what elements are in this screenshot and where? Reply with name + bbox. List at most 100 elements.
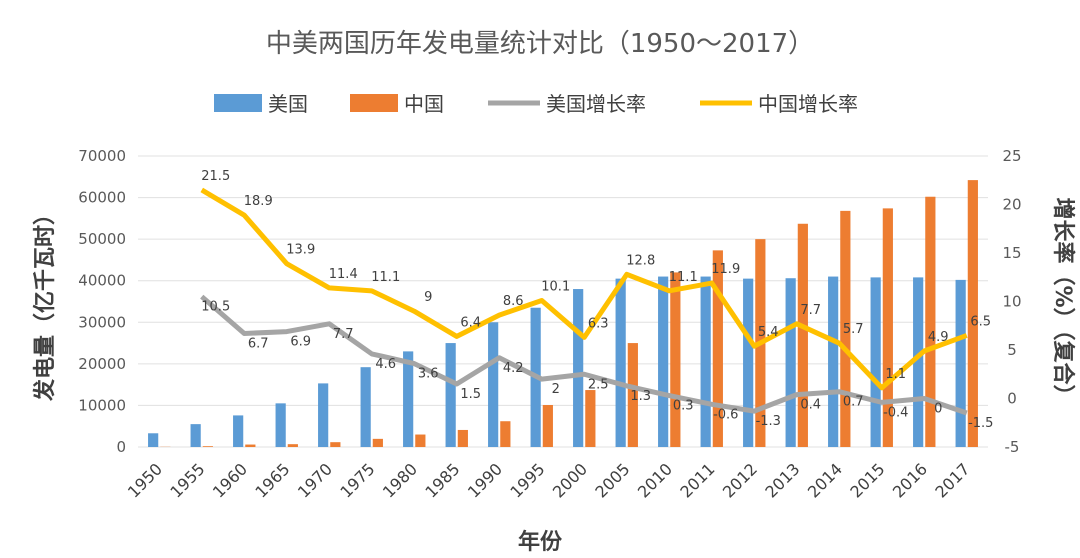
data-label-cn-growth: 18.9 bbox=[244, 194, 273, 209]
data-label-cn-growth: 10.1 bbox=[541, 280, 570, 295]
data-label-cn-growth: 21.5 bbox=[201, 169, 230, 184]
x-tick-label: 1980 bbox=[379, 459, 421, 501]
data-labels: 10.5 6.7 6.9 7.7 4.6 3.6 1.5 4.2 2 2.5 1.3 0.3 -0.6 -… bbox=[201, 169, 993, 431]
y-tick-label: 30000 bbox=[78, 313, 126, 331]
data-label-us-growth: 0.3 bbox=[673, 399, 694, 414]
x-tick-label: 1975 bbox=[336, 459, 378, 501]
bar-cn bbox=[670, 272, 681, 447]
data-label-cn-growth: 6.4 bbox=[460, 315, 481, 330]
bar-cn bbox=[457, 429, 468, 447]
x-tick-label: 1985 bbox=[421, 459, 463, 501]
bar-cn bbox=[585, 390, 596, 447]
bar-cn bbox=[840, 210, 851, 447]
data-label-cn-growth: 11.4 bbox=[329, 267, 358, 282]
bar-us bbox=[318, 383, 329, 447]
y-tick-label: 50000 bbox=[78, 230, 126, 248]
legend-swatch-us bbox=[214, 94, 262, 112]
data-label-us-growth: 6.9 bbox=[290, 335, 311, 350]
data-label-cn-growth: 11.1 bbox=[371, 270, 400, 285]
x-tick-label: 2017 bbox=[931, 459, 973, 501]
bar-cn bbox=[202, 446, 213, 447]
data-label-us-growth: 4.2 bbox=[503, 361, 524, 376]
data-label-cn-growth: 7.7 bbox=[800, 303, 821, 318]
bar-cn bbox=[372, 438, 383, 447]
y-tick-label: 60000 bbox=[78, 189, 126, 207]
bar-us bbox=[573, 289, 584, 447]
y-axis-ticks: 0 10000 20000 30000 40000 50000 60000 70000 bbox=[78, 147, 126, 456]
bar-cn bbox=[627, 343, 638, 447]
bar-us bbox=[488, 322, 499, 447]
bar-us bbox=[233, 415, 244, 447]
data-label-cn-growth: 4.9 bbox=[928, 330, 949, 345]
y2-tick-label: -5 bbox=[1005, 438, 1020, 456]
data-label-us-growth: -1.5 bbox=[968, 416, 993, 431]
bar-cn bbox=[712, 250, 723, 447]
x-tick-label: 2015 bbox=[846, 459, 888, 501]
bar-us bbox=[658, 276, 669, 447]
data-label-cn-growth: 6.3 bbox=[588, 316, 609, 331]
x-tick-label: 1950 bbox=[124, 459, 166, 501]
x-tick-label: 2012 bbox=[719, 459, 761, 501]
y-tick-label: 70000 bbox=[78, 147, 126, 165]
bar-cn bbox=[967, 180, 978, 447]
y-axis-label: 发电量（亿千瓦时） bbox=[32, 203, 58, 402]
bar-us bbox=[445, 343, 456, 447]
legend: 美国 中国 美国增长率 中国增长率 bbox=[214, 92, 858, 116]
legend-swatch-cn bbox=[350, 94, 398, 112]
data-label-us-growth: 2 bbox=[552, 382, 560, 397]
x-tick-label: 1995 bbox=[506, 459, 548, 501]
bar-us bbox=[743, 278, 754, 447]
bar-cn bbox=[925, 196, 936, 447]
y-tick-label: 10000 bbox=[78, 396, 126, 414]
bar-us bbox=[828, 276, 839, 447]
bar-us bbox=[275, 403, 286, 447]
bar-cn bbox=[882, 208, 893, 447]
bar-us bbox=[615, 278, 626, 447]
y2-axis-ticks: -5 0 5 10 15 20 25 bbox=[1002, 147, 1021, 456]
bar-us bbox=[190, 424, 201, 447]
data-label-us-growth: 1.3 bbox=[630, 389, 651, 404]
legend-label-cn-growth: 中国增长率 bbox=[758, 92, 858, 116]
y2-tick-label: 15 bbox=[1002, 244, 1021, 262]
bar-cn bbox=[287, 444, 298, 447]
legend-label-us-growth: 美国增长率 bbox=[546, 92, 646, 116]
x-tick-label: 2000 bbox=[549, 459, 591, 501]
line-cn-growth bbox=[200, 187, 968, 391]
data-label-cn-growth: 13.9 bbox=[286, 243, 315, 258]
x-tick-label: 2014 bbox=[804, 459, 846, 501]
x-axis-ticks: 1950 1955 1960 1965 1970 1975 1980 1985 1990 1995… bbox=[124, 459, 974, 501]
bar-us bbox=[870, 277, 881, 447]
bar-us bbox=[403, 351, 414, 447]
data-label-us-growth: 0 bbox=[934, 402, 942, 417]
data-label-us-growth: 6.7 bbox=[248, 337, 269, 352]
y2-tick-label: 25 bbox=[1002, 147, 1021, 165]
x-tick-label: 1970 bbox=[294, 459, 336, 501]
data-label-us-growth: -1.3 bbox=[756, 414, 781, 429]
bar-us bbox=[955, 279, 966, 447]
data-label-cn-growth: 9 bbox=[424, 290, 432, 305]
data-label-us-growth: 3.6 bbox=[418, 367, 439, 382]
bar-cn bbox=[245, 444, 256, 447]
y2-tick-label: 10 bbox=[1002, 293, 1021, 311]
bar-cn bbox=[500, 421, 511, 447]
x-tick-label: 2010 bbox=[634, 459, 676, 501]
data-label-us-growth: -0.4 bbox=[883, 405, 908, 420]
x-tick-label: 2005 bbox=[591, 459, 633, 501]
x-tick-label: 2011 bbox=[676, 459, 718, 501]
x-tick-label: 1965 bbox=[251, 459, 293, 501]
bar-us bbox=[913, 277, 924, 447]
data-label-cn-growth: 1.1 bbox=[885, 367, 906, 382]
growth-lines bbox=[200, 187, 968, 416]
data-label-cn-growth: 5.7 bbox=[843, 322, 864, 337]
bars bbox=[148, 180, 978, 447]
legend-label-us: 美国 bbox=[268, 92, 308, 116]
x-tick-label: 1990 bbox=[464, 459, 506, 501]
bar-us bbox=[360, 367, 371, 447]
data-label-us-growth: 2.5 bbox=[588, 377, 609, 392]
y-tick-label: 40000 bbox=[78, 272, 126, 290]
data-label-cn-growth: 11.1 bbox=[669, 270, 698, 285]
y-tick-label: 0 bbox=[116, 438, 126, 456]
data-label-us-growth: 0.4 bbox=[800, 398, 821, 413]
